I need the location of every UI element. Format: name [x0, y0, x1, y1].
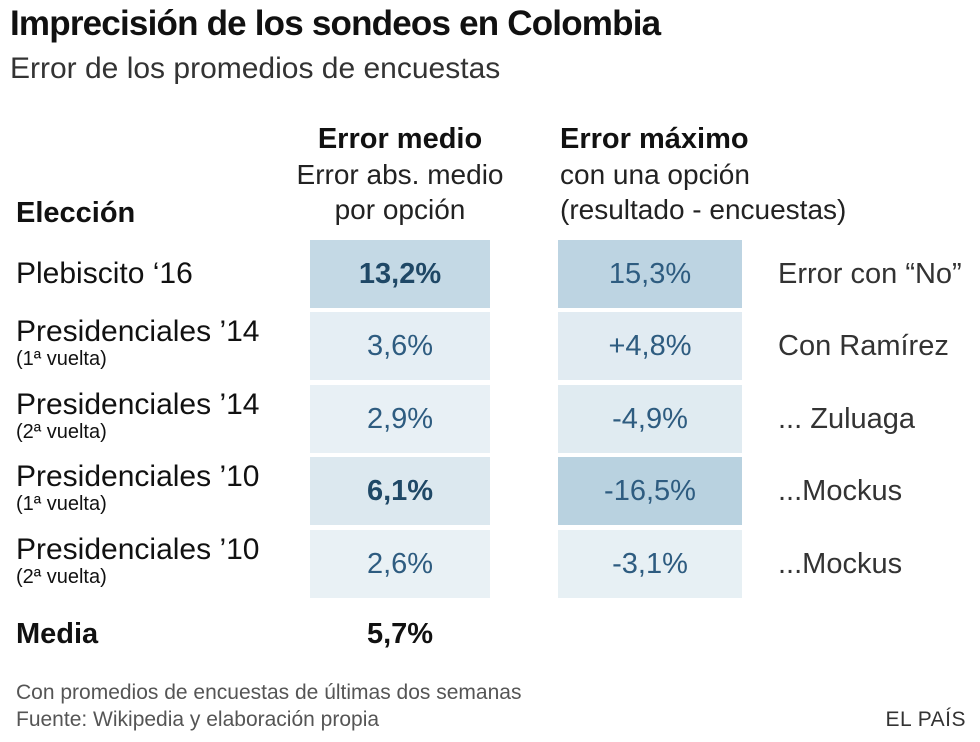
row-label-presidenciales-10-2a: Presidenciales ’10 (2ª vuelta): [16, 533, 260, 589]
row-label-presidenciales-10-1a: Presidenciales ’10 (1ª vuelta): [16, 460, 260, 516]
column-header-eleccion: Elección: [16, 197, 136, 229]
header-error-medio-sub2: por opción: [334, 194, 466, 225]
media-label: Media: [16, 618, 99, 650]
column-header-error-maximo: Error máximo con una opción (resultado -…: [560, 122, 846, 227]
cell-error-medio: 3,6%: [310, 312, 490, 380]
row-name: Plebiscito ‘16: [16, 257, 193, 290]
row-sub: (2ª vuelta): [16, 421, 107, 443]
cell-error-maximo: -4,9%: [558, 385, 742, 453]
cell-error-maximo: 15,3%: [558, 240, 742, 308]
row-sub: (1ª vuelta): [16, 493, 107, 515]
row-label-plebiscito-16: Plebiscito ‘16: [16, 240, 193, 308]
row-note: ... Zuluaga: [778, 403, 916, 435]
row-label-presidenciales-14-2a: Presidenciales ’14 (2ª vuelta): [16, 388, 260, 444]
footnote-method: Con promedios de encuestas de últimas do…: [16, 681, 522, 704]
cell-error-medio: 2,9%: [310, 385, 490, 453]
row-name: Presidenciales ’14: [16, 315, 260, 348]
row-sub: (2ª vuelta): [16, 566, 107, 588]
media-value: 5,7%: [366, 618, 434, 650]
row-note: Con Ramírez: [778, 330, 949, 362]
chart-subtitle: Error de los promedios de encuestas: [10, 52, 501, 85]
row-label-presidenciales-14-1a: Presidenciales ’14 (1ª vuelta): [16, 315, 260, 371]
row-note: Error con “No”: [778, 258, 962, 290]
brand-logo-text: EL PAÍS: [885, 708, 966, 731]
cell-error-maximo: -16,5%: [558, 457, 742, 525]
header-error-medio-sub1: Error abs. medio: [296, 159, 504, 190]
header-error-maximo-sub2: (resultado - encuestas): [560, 194, 847, 225]
cell-error-medio: 13,2%: [310, 240, 490, 308]
row-note: ...Mockus: [778, 475, 903, 507]
header-error-medio-title: Error medio: [317, 123, 483, 155]
chart-title: Imprecisión de los sondeos en Colombia: [10, 4, 661, 43]
row-note: ...Mockus: [778, 548, 903, 580]
cell-error-medio: 2,6%: [310, 530, 490, 598]
row-name: Presidenciales ’14: [16, 388, 260, 421]
row-name: Presidenciales ’10: [16, 533, 260, 566]
cell-error-medio: 6,1%: [310, 457, 490, 525]
header-error-maximo-sub1: con una opción: [560, 159, 750, 190]
row-sub: (1ª vuelta): [16, 348, 107, 370]
cell-error-maximo: -3,1%: [558, 530, 742, 598]
cell-error-maximo: +4,8%: [558, 312, 742, 380]
row-name: Presidenciales ’10: [16, 460, 260, 493]
footnote-source: Fuente: Wikipedia y elaboración propia: [16, 708, 380, 731]
column-header-error-medio: Error medio Error abs. medio por opción: [290, 122, 510, 227]
header-error-maximo-title: Error máximo: [560, 123, 749, 155]
